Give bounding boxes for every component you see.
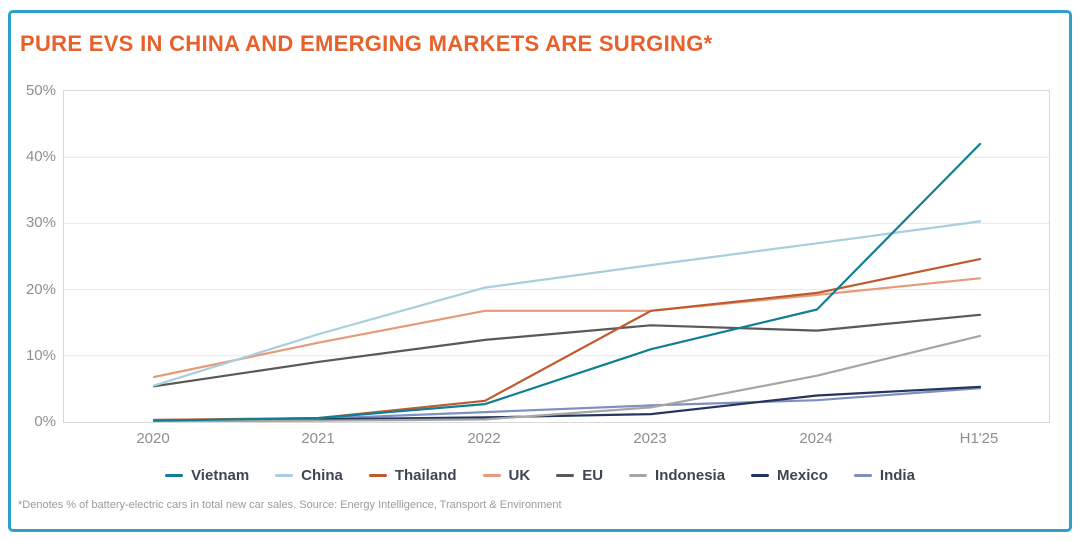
x-tick-label: H1'25 xyxy=(959,430,999,447)
legend-label: India xyxy=(879,467,915,484)
legend-item-eu: EU xyxy=(556,467,603,484)
legend-swatch-icon xyxy=(629,474,648,477)
x-tick-label: 2023 xyxy=(633,430,667,447)
series-line-thailand xyxy=(152,258,982,422)
y-tick-label: 30% xyxy=(25,214,56,232)
legend-label: Vietnam xyxy=(191,467,250,484)
legend-label: Mexico xyxy=(777,467,828,484)
legend-item-uk: UK xyxy=(482,467,531,484)
legend-item-thailand: Thailand xyxy=(368,467,457,484)
legend-item-china: China xyxy=(275,467,343,484)
legend-item-india: India xyxy=(853,467,915,484)
series-line-vietnam xyxy=(152,142,982,422)
legend-swatch-icon xyxy=(853,474,872,477)
legend-label: China xyxy=(301,467,343,484)
legend-swatch-icon xyxy=(751,474,770,477)
series-line-eu xyxy=(152,313,982,388)
y-tick-label: 0% xyxy=(34,413,56,430)
legend-swatch-icon xyxy=(556,474,575,477)
legend-item-vietnam: Vietnam xyxy=(165,467,249,484)
legend-label: EU xyxy=(582,467,604,484)
chart-title: PURE EVS IN CHINA AND EMERGING MARKETS A… xyxy=(20,31,713,56)
plot-area xyxy=(63,90,1050,423)
series-line-mexico xyxy=(152,385,982,422)
series-line-china xyxy=(152,220,982,387)
legend-swatch-icon xyxy=(275,474,294,477)
legend-swatch-icon xyxy=(368,474,387,477)
x-tick-label: 2020 xyxy=(136,430,170,447)
legend-item-indonesia: Indonesia xyxy=(629,467,725,484)
legend-swatch-icon xyxy=(482,474,501,477)
series-line-uk xyxy=(152,277,982,379)
x-tick-label: 2022 xyxy=(467,430,501,447)
legend-swatch-icon xyxy=(165,474,184,477)
series-line-indonesia xyxy=(152,334,982,422)
legend-label: Thailand xyxy=(394,467,457,484)
legend-label: Indonesia xyxy=(655,467,726,484)
x-tick-label: 2021 xyxy=(301,430,335,447)
y-tick-label: 10% xyxy=(25,346,56,364)
y-tick-label: 20% xyxy=(25,280,56,298)
x-tick-label: 2024 xyxy=(799,430,833,447)
footnote: *Denotes % of battery-electric cars in t… xyxy=(18,499,562,511)
y-tick-label: 50% xyxy=(25,82,56,99)
legend-label: UK xyxy=(508,467,531,484)
chart-legend: Vietnam China Thailand UK EU Indonesia Mexico I… xyxy=(0,467,1080,484)
legend-item-mexico: Mexico xyxy=(751,467,828,484)
y-tick-label: 40% xyxy=(25,148,56,166)
line-chart xyxy=(64,142,1049,422)
